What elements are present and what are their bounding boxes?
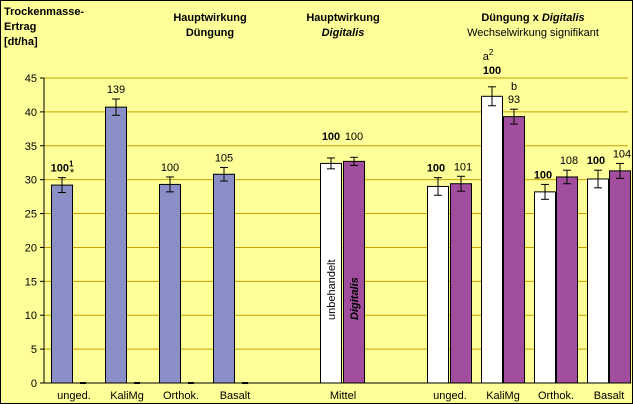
value-label: 100 — [587, 155, 605, 167]
value-label: 108 — [560, 155, 578, 167]
bar — [343, 160, 365, 384]
y-axis-title-line: Ertrag — [4, 21, 36, 33]
bars — [51, 86, 631, 384]
group-heading-line: Düngung — [186, 27, 234, 39]
x-tick-label: KaliMg — [486, 390, 520, 402]
bar — [427, 185, 449, 384]
x-tick-label: Basalt — [594, 390, 625, 402]
bar — [51, 184, 73, 384]
x-tick-label: unged. — [433, 390, 467, 402]
x-tick-labels: unged. KaliMg Orthok. Basalt Mittel unged. Kal… — [57, 390, 624, 402]
significance-letter-b: b — [511, 81, 517, 93]
bar — [556, 176, 578, 384]
bar — [534, 191, 556, 384]
value-label: 100 — [483, 65, 501, 77]
bar — [587, 178, 609, 384]
value-label: 105 — [215, 152, 233, 164]
x-tick-label: Orthok. — [538, 390, 574, 402]
value-label: 1001 — [51, 160, 74, 175]
significance-asterisk: * — [70, 167, 75, 179]
value-label: 100 — [534, 169, 552, 181]
y-tick-label: 40 — [25, 107, 37, 119]
value-label: 101 — [454, 161, 472, 173]
bar — [105, 106, 127, 384]
bar — [159, 183, 181, 384]
y-tick-label: 25 — [25, 209, 37, 221]
x-tick-label: Basalt — [220, 390, 251, 402]
value-label: 93 — [508, 94, 520, 106]
significance-letter-a: a2 — [483, 48, 494, 63]
group-heading-line: Hauptwirkung — [173, 12, 246, 24]
value-label: 100 — [427, 163, 445, 175]
y-axis-title: Trockenmasse- Ertrag [dt/ha] — [4, 6, 84, 48]
y-axis-title-line: [dt/ha] — [4, 36, 38, 48]
x-tick-label: KaliMg — [110, 390, 144, 402]
x-tick-label: Mittel — [330, 390, 356, 402]
group-heading-line: Wechselwirkung signifikant — [467, 27, 599, 39]
group-heading-line: Hauptwirkung — [306, 12, 379, 24]
bar — [503, 116, 525, 384]
in-bar-label: unbehandelt — [326, 259, 338, 320]
bar — [213, 173, 235, 384]
x-tick-label: Orthok. — [163, 390, 199, 402]
value-label: 100 — [161, 162, 179, 174]
bar — [481, 95, 503, 384]
value-label: 104 — [613, 148, 631, 160]
y-tick-label: 30 — [25, 175, 37, 187]
y-tick-label: 0 — [31, 378, 37, 390]
y-tick-label: 5 — [31, 344, 37, 356]
x-tick-label: unged. — [57, 390, 91, 402]
y-tick-label: 10 — [25, 310, 37, 322]
value-label: 100 — [345, 131, 363, 143]
value-label: 100 — [322, 131, 340, 143]
bar — [450, 183, 472, 384]
y-tick-label: 45 — [25, 73, 37, 85]
value-labels: 1001 139 100 105 100 100 100 100 100 100 101 93 108 1… — [51, 48, 632, 320]
y-tick-label: 35 — [25, 141, 37, 153]
group-headings: Hauptwirkung Düngung Hauptwirkung Digitalis… — [173, 12, 599, 39]
y-tick-label: 20 — [25, 242, 37, 254]
y-tick-label: 15 — [25, 276, 37, 288]
in-bar-label: Digitalis — [349, 277, 361, 320]
group-heading-line: Digitalis — [322, 27, 365, 39]
group-heading-line: Düngung x Digitalis — [481, 12, 584, 24]
value-label: 139 — [107, 84, 125, 96]
bar — [609, 170, 631, 384]
y-axis-title-line: Trockenmasse- — [4, 6, 84, 18]
